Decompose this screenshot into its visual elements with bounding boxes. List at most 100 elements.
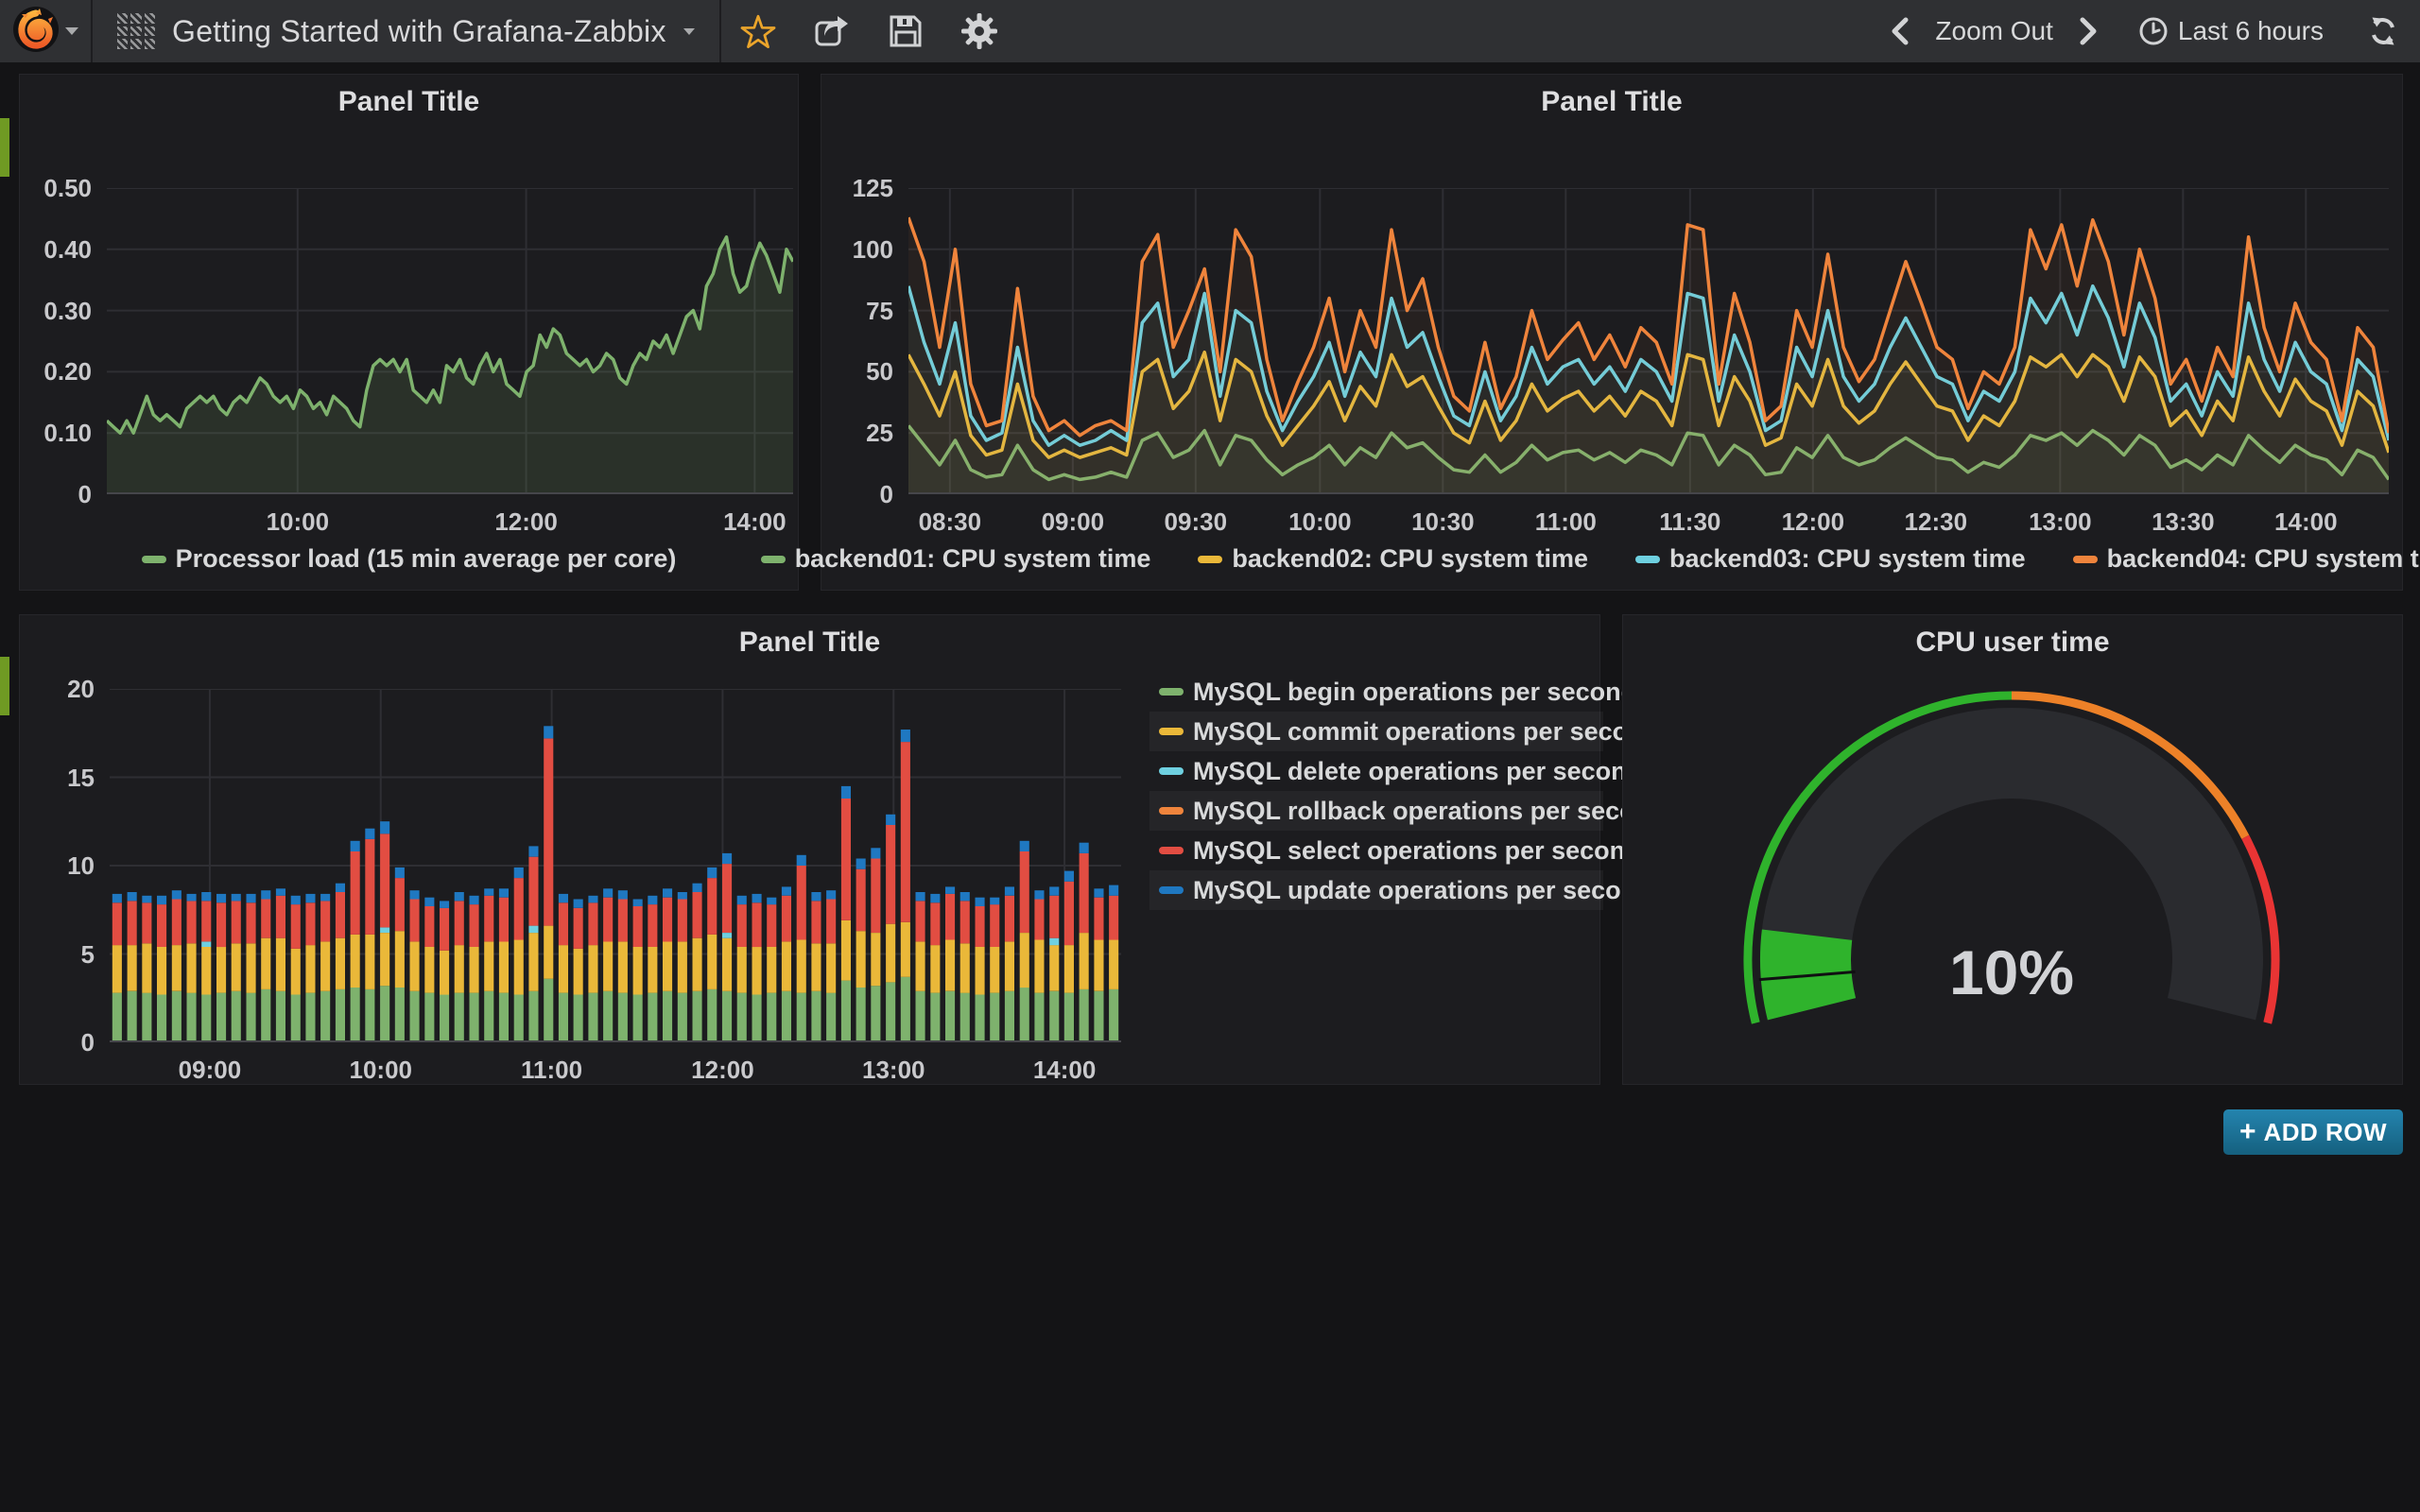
row-handle-1[interactable] (0, 118, 9, 177)
legend-series-label: backend01: CPU system time (794, 544, 1151, 573)
settings-button[interactable] (942, 0, 1016, 62)
panel-title[interactable]: CPU user time (1915, 627, 2110, 658)
panel-mysql-operations: Panel Title MySQL begin operations per s… (19, 614, 1667, 1085)
legend-series-label: MySQL delete operations per second (1193, 756, 1643, 785)
legend-series-label: MySQL rollback operations per second (1193, 796, 1667, 825)
graph-legend: Processor load (15 min average per core) (20, 542, 798, 576)
x-tick-label: 12:00 (691, 1056, 754, 1084)
chevron-down-icon (65, 27, 78, 35)
legend-series-label: backend04: CPU system time (2106, 544, 2420, 573)
panel-title[interactable]: Panel Title (738, 627, 881, 658)
graph-plot-area[interactable] (110, 688, 1121, 1043)
legend-series-label: backend03: CPU system time (1669, 544, 2026, 573)
panel-cpu-user-time: CPU user time 10% (1622, 614, 2403, 1085)
y-tick-label: 10 (67, 851, 95, 880)
time-controls: Zoom Out Last 6 hours (1878, 0, 2420, 62)
x-tick-label: 12:30 (1904, 507, 1968, 536)
legend-series-swatch (1159, 807, 1184, 815)
legend-series-label: Processor load (15 min average per core) (175, 544, 677, 573)
y-tick-label: 0 (80, 1028, 95, 1057)
legend-series-swatch (1159, 767, 1184, 775)
legend-series-swatch (1159, 847, 1184, 854)
x-tick-label: 10:00 (266, 507, 330, 536)
legend-item[interactable]: MySQL delete operations per second (1150, 751, 1642, 791)
y-tick-label: 100 (852, 234, 893, 264)
y-tick-label: 0.40 (43, 234, 92, 264)
gauge-value: 10% (1948, 937, 2075, 1007)
legend-series-label: MySQL begin operations per second (1193, 677, 1637, 706)
x-tick-label: 11:30 (1659, 507, 1721, 536)
panel-title[interactable]: Panel Title (1541, 86, 1683, 117)
zoom-out-button[interactable]: Zoom Out (1935, 16, 2053, 45)
y-tick-label: 25 (866, 419, 893, 448)
panel-title[interactable]: Panel Title (337, 86, 480, 117)
save-icon (890, 15, 922, 47)
y-tick-label: 0.20 (43, 357, 92, 387)
y-tick-label: 0.10 (43, 419, 92, 448)
plus-icon: + (2238, 1116, 2256, 1147)
legend-series-swatch (2072, 555, 2098, 563)
legend-series-label: MySQL update operations per second (1193, 875, 1652, 904)
legend-series-swatch (141, 555, 166, 563)
dashboard-grid-icon (117, 13, 155, 49)
y-tick-label: 50 (866, 357, 893, 387)
legend-item[interactable]: backend04: CPU system time (2066, 542, 2420, 576)
share-button[interactable] (795, 0, 869, 62)
legend-item[interactable]: Processor load (15 min average per core) (134, 542, 684, 576)
y-tick-label: 15 (67, 763, 95, 792)
star-button[interactable] (721, 0, 795, 62)
time-shift-forward-button[interactable] (2066, 0, 2110, 62)
x-tick-label: 09:00 (1041, 507, 1105, 536)
refresh-button[interactable] (2361, 0, 2405, 62)
legend-item[interactable]: backend03: CPU system time (1628, 542, 2033, 576)
add-row-label: ADD ROW (2263, 1117, 2388, 1146)
legend-item[interactable]: MySQL rollback operations per second (1150, 791, 1667, 831)
legend-item[interactable]: MySQL commit operations per second (1150, 712, 1659, 751)
legend-item[interactable]: backend01: CPU system time (753, 542, 1159, 576)
legend-series-label: backend02: CPU system time (1232, 544, 1588, 573)
x-tick-label: 11:00 (1534, 507, 1597, 536)
graph-legend: MySQL begin operations per second MySQL c… (1150, 672, 1667, 910)
x-tick-label: 14:00 (2274, 507, 2338, 536)
y-tick-label: 5 (80, 939, 95, 969)
x-tick-label: 10:00 (349, 1056, 413, 1084)
graph-plot-area[interactable] (105, 187, 795, 495)
refresh-icon (2372, 17, 2394, 45)
star-icon (740, 14, 776, 48)
y-tick-label: 125 (852, 174, 893, 202)
legend-series-swatch (1159, 728, 1184, 735)
grafana-menu-button[interactable] (0, 0, 91, 62)
chevron-left-icon (1892, 17, 1909, 45)
legend-series-swatch (1635, 555, 1660, 563)
y-tick-label: 0 (78, 480, 92, 508)
legend-item[interactable]: backend02: CPU system time (1190, 542, 1596, 576)
x-tick-label: 09:30 (1164, 507, 1228, 536)
legend-item[interactable]: MySQL select operations per second (1150, 831, 1641, 870)
row-handle-2[interactable] (0, 657, 9, 715)
y-tick-label: 0 (879, 480, 893, 508)
x-tick-label: 08:30 (918, 507, 982, 536)
legend-series-label: MySQL select operations per second (1193, 835, 1641, 865)
legend-item[interactable]: MySQL update operations per second (1150, 870, 1652, 910)
add-row-button[interactable]: + ADD ROW (2223, 1109, 2403, 1155)
x-tick-label: 10:30 (1411, 507, 1475, 536)
time-range-picker[interactable]: Last 6 hours (2138, 16, 2337, 46)
legend-series-swatch (1159, 886, 1184, 894)
x-tick-label: 10:00 (1288, 507, 1352, 536)
x-tick-label: 13:00 (862, 1056, 925, 1084)
dashboard-title-dropdown[interactable]: Getting Started with Grafana-Zabbix (93, 0, 719, 62)
x-tick-label: 12:00 (1781, 507, 1845, 536)
save-button[interactable] (869, 0, 942, 62)
dashboard-title: Getting Started with Grafana-Zabbix (172, 13, 666, 48)
chevron-right-icon (2080, 17, 2097, 45)
panel-processor-load: Panel Title Processor load (15 min avera… (19, 74, 799, 591)
x-tick-label: 12:00 (494, 507, 558, 536)
time-shift-back-button[interactable] (1878, 0, 1922, 62)
graph-plot-area[interactable] (907, 187, 2391, 494)
x-tick-label: 13:00 (2029, 507, 2092, 536)
y-tick-label: 20 (67, 675, 95, 703)
legend-item[interactable]: MySQL begin operations per second (1150, 672, 1636, 712)
x-tick-label: 14:00 (1032, 1056, 1097, 1084)
time-range-label: Last 6 hours (2177, 16, 2324, 45)
x-tick-label: 11:00 (521, 1056, 583, 1084)
